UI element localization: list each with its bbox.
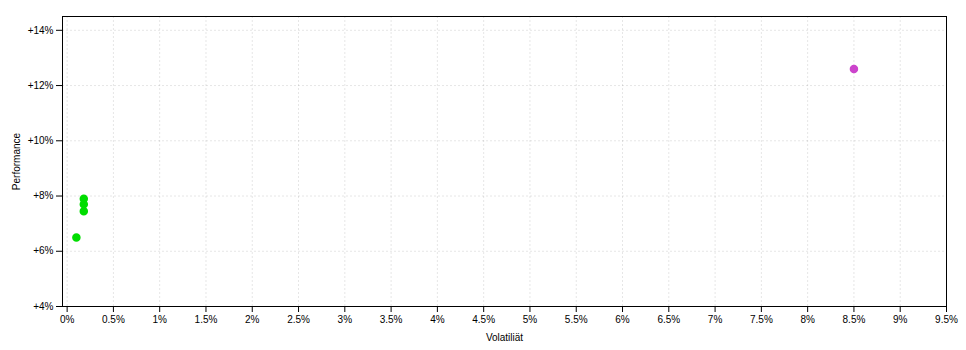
svg-text:+14%: +14% (28, 25, 54, 36)
svg-text:+6%: +6% (33, 245, 53, 256)
svg-text:4%: 4% (430, 314, 445, 325)
svg-text:2.5%: 2.5% (287, 314, 310, 325)
svg-text:6%: 6% (615, 314, 630, 325)
svg-text:3%: 3% (338, 314, 353, 325)
svg-text:0%: 0% (60, 314, 75, 325)
svg-text:9%: 9% (893, 314, 908, 325)
svg-text:1%: 1% (152, 314, 167, 325)
svg-text:9.5%: 9.5% (935, 314, 958, 325)
svg-text:0.5%: 0.5% (102, 314, 125, 325)
svg-text:1.5%: 1.5% (195, 314, 218, 325)
svg-text:5.5%: 5.5% (565, 314, 588, 325)
svg-text:3.5%: 3.5% (380, 314, 403, 325)
svg-text:4.5%: 4.5% (472, 314, 495, 325)
svg-text:6.5%: 6.5% (657, 314, 680, 325)
svg-text:5%: 5% (523, 314, 538, 325)
svg-text:+4%: +4% (33, 301, 53, 312)
svg-text:8.5%: 8.5% (843, 314, 866, 325)
svg-text:8%: 8% (800, 314, 815, 325)
svg-text:Performance: Performance (11, 132, 22, 190)
svg-text:+10%: +10% (28, 135, 54, 146)
svg-text:7.5%: 7.5% (750, 314, 773, 325)
svg-text:Volatiliät: Volatiliät (486, 332, 523, 343)
svg-text:+12%: +12% (28, 80, 54, 91)
svg-text:+8%: +8% (33, 190, 53, 201)
svg-text:7%: 7% (708, 314, 723, 325)
svg-text:2%: 2% (245, 314, 260, 325)
